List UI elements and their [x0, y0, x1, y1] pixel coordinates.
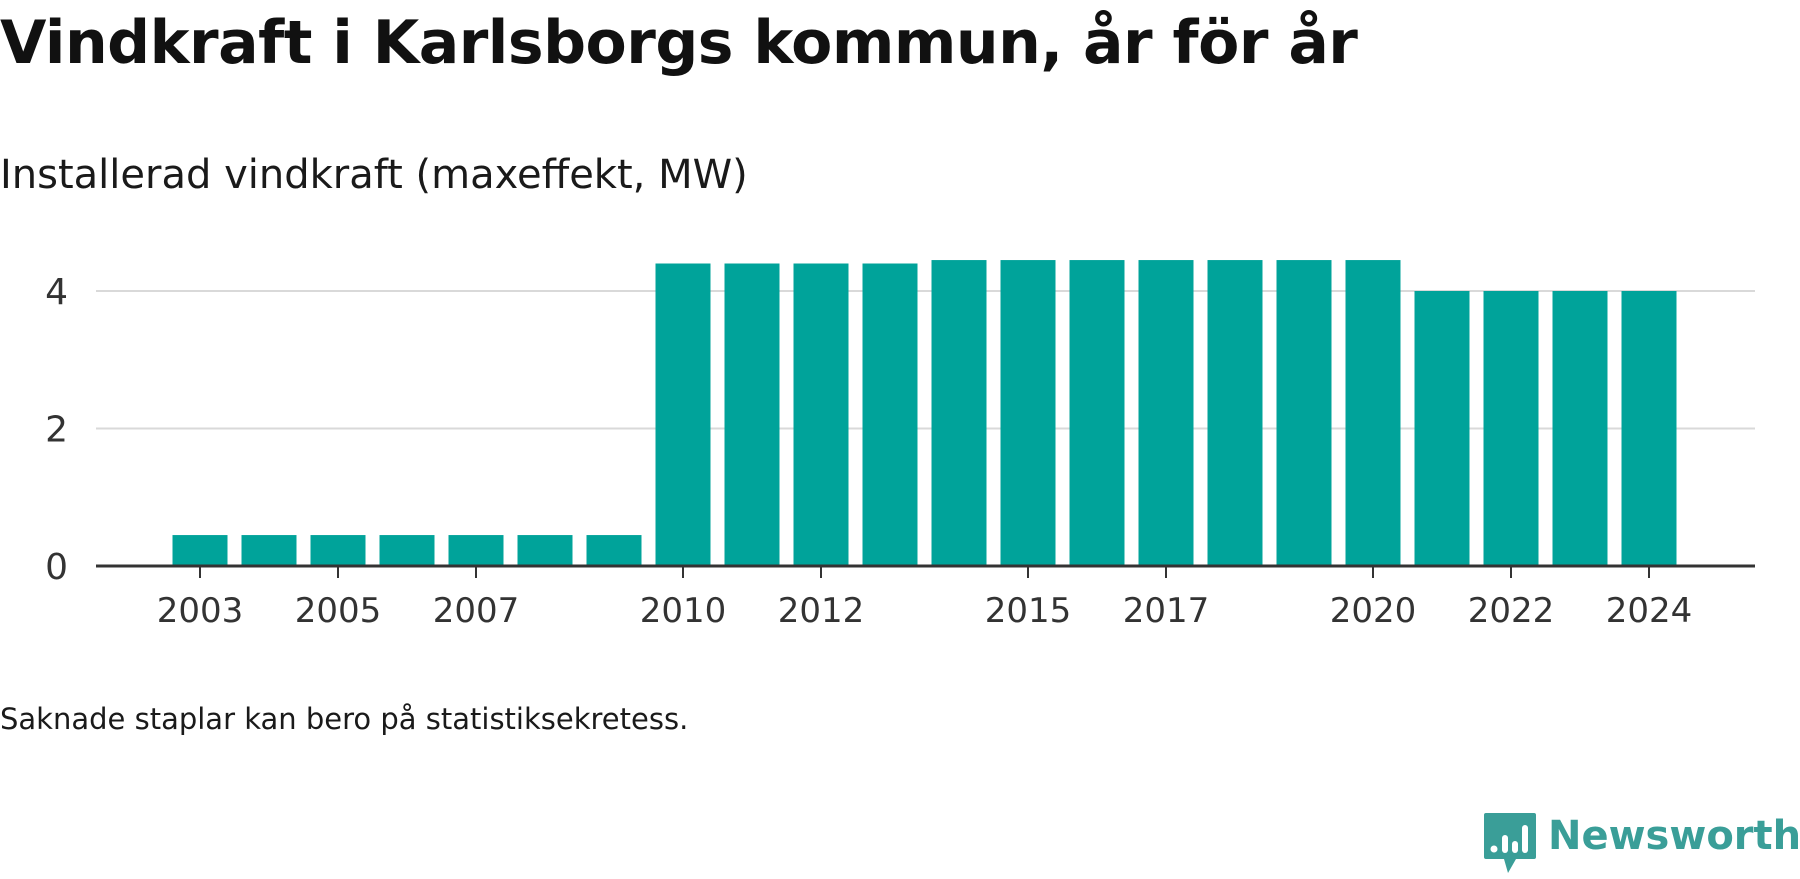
bar-2019: [1276, 260, 1332, 566]
bar-2020: [1345, 260, 1401, 566]
bar-chart: 0 2 4 2003 2005 2007 2010 2012 2015 2017 2020 2022…: [45, 260, 1755, 631]
bar-2005: [310, 535, 366, 566]
x-tick-label: 2017: [1123, 591, 1210, 631]
bar-2008: [517, 535, 573, 566]
x-tick-label: 2005: [295, 591, 382, 631]
gridlines: [96, 290, 1755, 430]
bar-2018: [1207, 260, 1263, 566]
y-axis-ticks: 0 2 4: [45, 272, 68, 588]
bar-2021: [1414, 291, 1470, 566]
bar-2003: [172, 535, 228, 566]
x-tick-label: 2022: [1468, 591, 1555, 631]
bar-2023: [1552, 291, 1608, 566]
x-tick-label: 2024: [1606, 591, 1693, 631]
y-tick-label: 4: [45, 272, 68, 313]
x-tick-label: 2020: [1330, 591, 1417, 631]
bar-2006: [379, 535, 435, 566]
bar-2012: [793, 263, 849, 566]
bar-2014: [931, 260, 987, 566]
bar-2009: [586, 535, 642, 566]
chart-subtitle: Installerad vindkraft (maxeffekt, MW): [0, 152, 748, 198]
bar-2011: [724, 263, 780, 566]
bars: [172, 260, 1677, 566]
bar-2022: [1483, 291, 1539, 566]
bar-2016: [1069, 260, 1125, 566]
x-axis-ticks: 2003 2005 2007 2010 2012 2015 2017 2020 2022 2024: [157, 566, 1693, 631]
bar-2010: [655, 263, 711, 566]
footnote: Saknade staplar kan bero på statistiksek…: [0, 702, 689, 736]
brand-name: Newsworthy: [1548, 813, 1800, 859]
bar-2017: [1138, 260, 1194, 566]
y-tick-label: 2: [45, 410, 68, 451]
bar-2015: [1000, 260, 1056, 566]
x-tick-label: 2010: [640, 591, 727, 631]
y-tick-label: 0: [45, 547, 68, 588]
newsworthy-logo: Newsworthy: [1482, 811, 1800, 879]
bar-2007: [448, 535, 504, 566]
x-tick-label: 2007: [433, 591, 520, 631]
x-tick-label: 2012: [778, 591, 865, 631]
x-tick-label: 2015: [985, 591, 1072, 631]
bar-2004: [241, 535, 297, 566]
x-tick-label: 2003: [157, 591, 244, 631]
chart-title: Vindkraft i Karlsborgs kommun, år för år: [0, 8, 1358, 78]
bar-2024: [1621, 291, 1677, 566]
newsworthy-logo-icon: [1484, 813, 1536, 873]
bar-2013: [862, 263, 918, 566]
